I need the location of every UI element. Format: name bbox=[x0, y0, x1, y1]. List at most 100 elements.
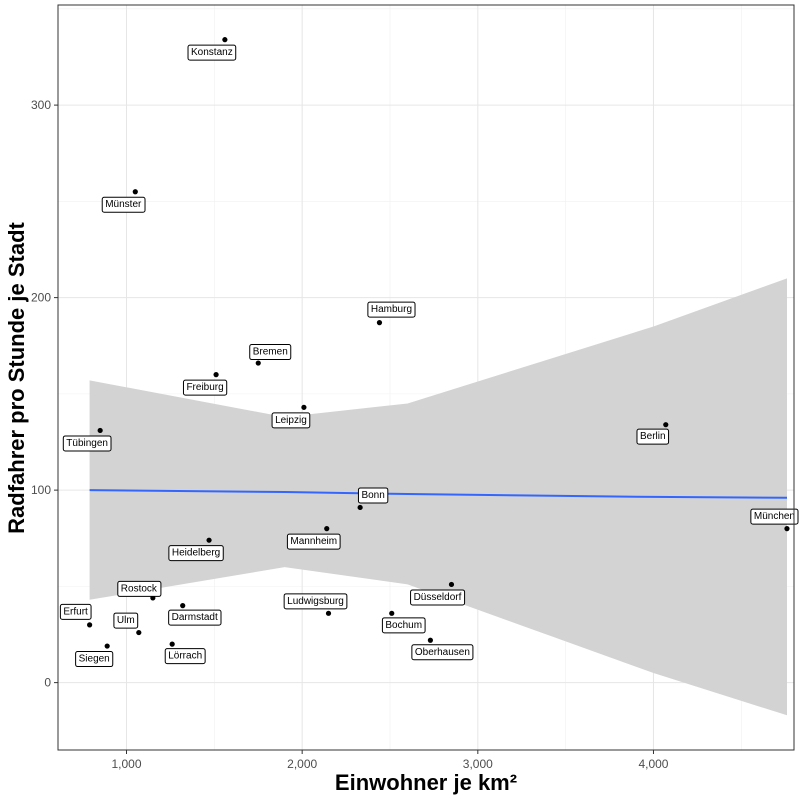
data-point bbox=[376, 320, 383, 326]
point-label-text: Konstanz bbox=[191, 47, 233, 58]
point-label: Siegen bbox=[75, 651, 114, 668]
point-label-box bbox=[187, 44, 237, 61]
point-label-box bbox=[75, 651, 114, 668]
point-label-text: Bochum bbox=[385, 620, 422, 631]
point-label: Bonn bbox=[357, 487, 389, 504]
point-label-text: Siegen bbox=[79, 654, 110, 665]
point-label-box bbox=[182, 379, 228, 396]
point-label: München bbox=[750, 508, 799, 525]
point-label-text: Rostock bbox=[121, 583, 158, 594]
point-label-text: Lörrach bbox=[168, 651, 202, 662]
point-label-box bbox=[113, 612, 139, 629]
point-label: Freiburg bbox=[182, 379, 228, 396]
point-label: Düsseldorf bbox=[410, 589, 466, 606]
data-point bbox=[357, 504, 363, 511]
data-point bbox=[206, 537, 212, 543]
data-point bbox=[325, 610, 332, 616]
point-label-box bbox=[410, 589, 466, 606]
point-label: Leipzig bbox=[271, 412, 311, 429]
point-labels: Konstanz Münster Hamburg Bremen Freiburg Leip… bbox=[59, 44, 799, 668]
point-label-box bbox=[636, 428, 670, 445]
y-axis-ticks: 0 100 200 300 bbox=[31, 98, 58, 690]
x-tick-label: 4,000 bbox=[638, 757, 668, 771]
data-point bbox=[169, 641, 175, 647]
point-label: Bremen bbox=[249, 344, 292, 361]
point-label-text: Ulm bbox=[117, 615, 135, 626]
point-label: Bochum bbox=[381, 617, 426, 634]
point-label-box bbox=[249, 344, 292, 361]
point-label: Münster bbox=[101, 196, 146, 213]
point-label: Erfurt bbox=[59, 603, 92, 620]
point-label-box bbox=[59, 603, 92, 620]
point-label: Heidelberg bbox=[168, 545, 224, 562]
point-label-text: Düsseldorf bbox=[414, 592, 462, 603]
data-point bbox=[448, 581, 455, 588]
data-points bbox=[87, 37, 790, 649]
point-label-box bbox=[750, 508, 799, 525]
y-tick-label: 0 bbox=[44, 676, 51, 690]
x-tick-label: 3,000 bbox=[463, 757, 493, 771]
data-point bbox=[136, 629, 142, 636]
point-label: Tübingen bbox=[62, 435, 112, 452]
point-label-text: Freiburg bbox=[186, 382, 223, 393]
point-label: Mannheim bbox=[286, 533, 341, 550]
data-point bbox=[663, 422, 669, 428]
point-label-box bbox=[271, 412, 311, 429]
data-point bbox=[324, 526, 330, 532]
point-label-text: Münster bbox=[105, 199, 142, 210]
y-tick-label: 300 bbox=[31, 98, 51, 112]
point-label-box bbox=[168, 609, 222, 626]
data-point bbox=[389, 610, 395, 616]
point-label: Oberhausen bbox=[411, 644, 474, 661]
point-label-text: Tübingen bbox=[66, 438, 108, 449]
x-axis-ticks: 1,000 2,000 3,000 4,000 bbox=[111, 750, 669, 771]
point-label-box bbox=[283, 593, 348, 610]
x-tick-label: 1,000 bbox=[111, 757, 141, 771]
x-tick-label: 2,000 bbox=[287, 757, 317, 771]
point-label-text: München bbox=[754, 511, 795, 522]
point-label: Konstanz bbox=[187, 44, 237, 61]
data-point bbox=[132, 189, 138, 195]
point-label-box bbox=[286, 533, 341, 550]
point-label: Darmstadt bbox=[168, 609, 222, 626]
data-point bbox=[87, 622, 93, 628]
data-point bbox=[222, 37, 228, 43]
data-point bbox=[104, 643, 110, 649]
y-axis-title: Radfahrer pro Stunde je Stadt bbox=[4, 221, 29, 533]
point-label-text: Berlin bbox=[640, 431, 666, 442]
y-tick-label: 200 bbox=[31, 291, 51, 305]
data-point bbox=[427, 637, 433, 643]
point-label: Hamburg bbox=[367, 301, 416, 318]
point-label-box bbox=[357, 487, 389, 504]
point-label-box bbox=[101, 196, 146, 213]
panel-border bbox=[57, 4, 795, 751]
confidence-band bbox=[89, 278, 788, 716]
point-label-box bbox=[381, 617, 426, 634]
point-label-box bbox=[168, 545, 224, 562]
point-label-text: Darmstadt bbox=[172, 612, 218, 623]
point-label: Ulm bbox=[113, 612, 139, 629]
point-label-text: Hamburg bbox=[371, 304, 412, 315]
point-label-text: Heidelberg bbox=[172, 548, 220, 559]
point-label-text: Bonn bbox=[361, 490, 384, 501]
data-point bbox=[213, 372, 219, 378]
point-label-text: Ludwigsburg bbox=[287, 596, 344, 607]
point-label-text: Bremen bbox=[253, 347, 288, 358]
point-label-box bbox=[411, 644, 474, 661]
point-label-box bbox=[62, 435, 112, 452]
point-label: Rostock bbox=[117, 580, 162, 597]
point-label-text: Leipzig bbox=[275, 415, 307, 426]
trend-line bbox=[89, 489, 788, 499]
point-label: Ludwigsburg bbox=[283, 593, 348, 610]
y-tick-label: 100 bbox=[31, 483, 51, 497]
point-label: Berlin bbox=[636, 428, 670, 445]
point-label-box bbox=[117, 580, 162, 597]
point-label: Lörrach bbox=[164, 648, 206, 665]
point-label-text: Oberhausen bbox=[415, 647, 470, 658]
point-label-box bbox=[164, 648, 206, 665]
point-label-text: Erfurt bbox=[63, 606, 88, 617]
point-label-box bbox=[367, 301, 416, 318]
data-point bbox=[180, 603, 186, 609]
data-point bbox=[255, 360, 261, 366]
